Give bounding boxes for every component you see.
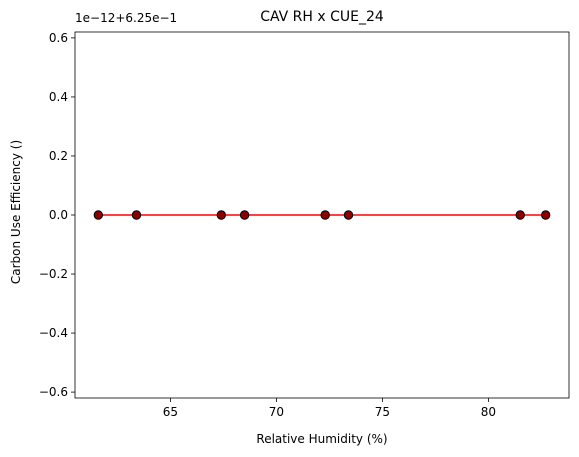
data-point — [131, 210, 142, 220]
data-point — [515, 210, 525, 220]
plot-area: 65 70 75 80 −0.6 −0.4 −0.2 0.0 0.2 0.4 0.6 — [39, 31, 570, 419]
chart-title: CAV RH x CUE_24 — [260, 9, 384, 25]
data-point — [320, 210, 330, 220]
y-axis-offset-text: 1e−12+6.25e−1 — [75, 11, 177, 25]
y-tick-label: 0.2 — [49, 149, 68, 163]
x-tick-label: 80 — [481, 405, 496, 419]
y-tick-label: −0.4 — [39, 326, 68, 340]
y-tick-label: 0.6 — [49, 31, 68, 45]
y-tick-label: 0.0 — [49, 208, 68, 222]
y-tick-label: 0.4 — [49, 90, 68, 104]
x-axis-label: Relative Humidity (%) — [256, 432, 387, 446]
data-point — [216, 210, 226, 220]
x-tick-label: 65 — [163, 405, 178, 419]
x-tick-label: 70 — [269, 405, 284, 419]
data-point — [93, 210, 104, 220]
data-point — [239, 210, 250, 220]
data-point — [343, 210, 354, 220]
y-tick-label: −0.2 — [39, 267, 68, 281]
x-tick-label: 75 — [375, 405, 390, 419]
data-point — [540, 210, 551, 220]
y-tick-label: −0.6 — [39, 385, 68, 399]
y-axis-label: Carbon Use Efficiency () — [9, 140, 23, 284]
